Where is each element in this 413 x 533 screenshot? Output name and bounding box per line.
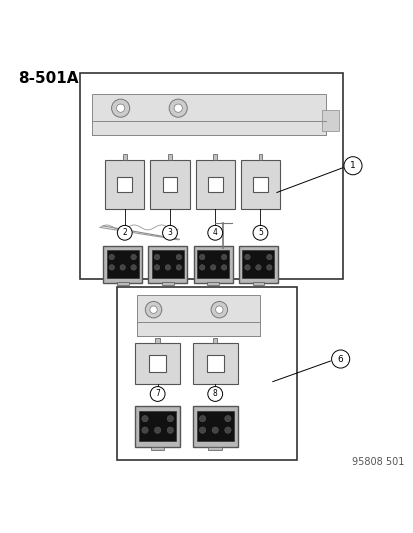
Text: 1: 1 [349,161,355,170]
Circle shape [211,302,227,318]
Text: 7: 7 [155,390,160,399]
Circle shape [150,306,157,313]
Circle shape [120,265,125,270]
Circle shape [244,254,249,260]
Bar [207,177,222,192]
Circle shape [154,265,159,270]
Circle shape [167,416,173,422]
Circle shape [244,265,249,270]
Bar [192,343,237,384]
Bar [240,159,279,209]
Circle shape [224,427,230,433]
Circle shape [154,254,159,260]
Bar [321,110,338,131]
Text: 4: 4 [212,228,217,237]
Bar [137,295,260,336]
Bar [213,154,217,159]
Bar [208,447,221,450]
Circle shape [176,265,181,270]
Circle shape [116,104,124,112]
Bar [117,177,132,192]
Bar [195,159,234,209]
Circle shape [252,225,267,240]
FancyBboxPatch shape [148,246,187,283]
Circle shape [142,416,148,422]
Bar [116,287,297,460]
Circle shape [215,306,223,313]
Circle shape [266,254,271,260]
Text: 3: 3 [167,228,172,237]
Bar [79,73,342,279]
FancyBboxPatch shape [103,246,142,283]
Bar [207,282,218,285]
Bar [162,177,177,192]
Circle shape [142,427,148,433]
Circle shape [221,254,226,260]
Circle shape [131,265,136,270]
Circle shape [131,254,136,260]
Bar [242,250,274,278]
FancyBboxPatch shape [192,406,237,447]
Bar [252,177,267,192]
Bar [150,159,189,209]
Circle shape [210,265,216,270]
Circle shape [150,386,165,401]
Text: 5: 5 [257,228,262,237]
Bar [135,343,180,384]
Circle shape [221,265,226,270]
Circle shape [169,99,187,117]
Circle shape [199,265,204,270]
Circle shape [174,104,182,112]
Bar [152,250,183,278]
Bar [252,282,263,285]
Circle shape [331,350,349,368]
Circle shape [255,265,261,270]
Bar [116,282,128,285]
FancyBboxPatch shape [238,246,277,283]
Circle shape [154,427,160,433]
Circle shape [165,265,170,270]
Bar [92,94,325,135]
Circle shape [145,302,161,318]
Bar [206,354,223,372]
Circle shape [343,157,361,175]
Bar [196,410,233,441]
Text: 8: 8 [212,390,217,399]
Text: 2: 2 [122,228,127,237]
Bar [258,154,262,159]
Circle shape [266,265,271,270]
Circle shape [109,254,114,260]
Bar [150,447,164,450]
FancyBboxPatch shape [135,406,180,447]
Circle shape [199,427,205,433]
Circle shape [167,427,173,433]
Circle shape [224,416,230,422]
Bar [149,354,166,372]
Circle shape [199,416,205,422]
Bar [161,282,173,285]
Bar [139,410,176,441]
Circle shape [176,254,181,260]
Text: 6: 6 [337,354,343,364]
Circle shape [207,225,222,240]
FancyBboxPatch shape [193,246,232,283]
Bar [197,250,229,278]
Text: 95808 501: 95808 501 [351,457,404,467]
Circle shape [109,265,114,270]
Bar [123,154,126,159]
Bar [168,154,171,159]
Bar [155,337,159,343]
Text: 8-501A: 8-501A [18,71,78,86]
Bar [105,159,144,209]
Bar [212,337,217,343]
Circle shape [112,99,129,117]
Circle shape [162,225,177,240]
Circle shape [199,254,204,260]
Circle shape [117,225,132,240]
Circle shape [207,386,222,401]
Circle shape [211,427,218,433]
Bar [107,250,138,278]
